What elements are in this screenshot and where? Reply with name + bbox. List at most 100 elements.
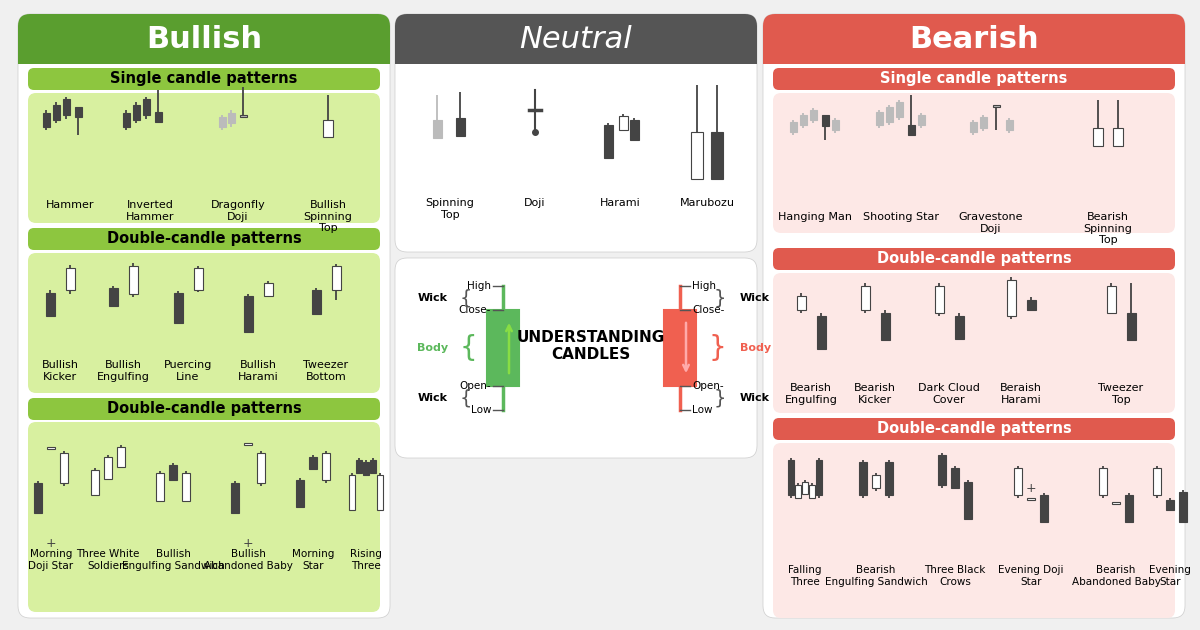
FancyBboxPatch shape (773, 418, 1175, 440)
Bar (322, 453, 330, 480)
Bar (1166, 500, 1174, 510)
Bar (797, 296, 805, 310)
Bar (816, 316, 826, 349)
Bar (230, 483, 239, 513)
Bar (630, 120, 638, 140)
Text: Three White
Soldiers: Three White Soldiers (77, 549, 139, 571)
Text: Hanging Man: Hanging Man (778, 212, 852, 222)
Bar (1127, 313, 1135, 340)
Bar (859, 462, 866, 495)
Bar (691, 132, 703, 179)
Bar (349, 475, 355, 510)
Bar (331, 266, 341, 290)
Bar (182, 473, 190, 501)
Bar (104, 457, 112, 479)
Text: Double-candle patterns: Double-candle patterns (107, 401, 301, 416)
Text: Double-candle patterns: Double-candle patterns (877, 421, 1072, 437)
Bar (395, 39, 757, 64)
FancyBboxPatch shape (773, 93, 1175, 233)
Text: Gravestone
Doji: Gravestone Doji (959, 212, 1024, 234)
Text: Bullish
Spinning
Top: Bullish Spinning Top (304, 200, 353, 233)
Bar (799, 115, 806, 125)
FancyBboxPatch shape (28, 398, 380, 420)
Bar (954, 316, 964, 339)
Text: Neutral: Neutral (520, 25, 632, 55)
Bar (370, 460, 376, 473)
Bar (1153, 468, 1162, 495)
Text: {: { (460, 389, 473, 408)
Text: {: { (460, 334, 478, 362)
Bar (938, 455, 946, 485)
Bar (34, 483, 42, 513)
FancyBboxPatch shape (28, 253, 380, 393)
Bar (66, 268, 74, 290)
Bar (860, 286, 870, 310)
Bar (1114, 128, 1123, 146)
Bar (456, 118, 464, 136)
Text: Bearish: Bearish (910, 25, 1039, 55)
Bar (169, 465, 178, 480)
Bar (964, 482, 972, 519)
Bar (240, 115, 246, 117)
Bar (18, 39, 390, 64)
Bar (356, 460, 362, 473)
Bar (796, 485, 802, 498)
Bar (1126, 495, 1133, 522)
FancyBboxPatch shape (18, 14, 390, 618)
Bar (62, 99, 70, 115)
Text: Double-candle patterns: Double-candle patterns (107, 231, 301, 246)
Bar (881, 313, 889, 340)
Bar (788, 460, 794, 495)
Bar (935, 286, 943, 313)
Bar (244, 296, 252, 332)
Bar (832, 120, 839, 130)
Bar (487, 310, 520, 386)
Text: Dark Cloud
Cover: Dark Cloud Cover (918, 383, 980, 404)
Bar (46, 293, 54, 316)
Bar (364, 462, 370, 475)
Bar (156, 473, 164, 501)
Text: Bearish
Spinning
Top: Bearish Spinning Top (1084, 212, 1133, 245)
Bar (763, 39, 1186, 64)
Text: Bearish
Kicker: Bearish Kicker (854, 383, 896, 404)
Bar (310, 457, 317, 469)
Text: Bullish
Abandoned Baby: Bullish Abandoned Baby (204, 549, 293, 571)
Bar (1093, 128, 1103, 146)
Text: Wick: Wick (740, 293, 770, 303)
Bar (132, 105, 139, 120)
Text: Marubozu: Marubozu (679, 198, 734, 208)
Text: Body: Body (740, 343, 772, 353)
Bar (1040, 495, 1048, 522)
Bar (244, 443, 252, 445)
Text: Shooting Star: Shooting Star (863, 212, 940, 222)
FancyBboxPatch shape (395, 258, 757, 458)
Bar (264, 283, 272, 296)
Text: High: High (467, 281, 491, 291)
Text: Bullish
Kicker: Bullish Kicker (42, 360, 78, 382)
Bar (155, 112, 162, 122)
Text: Evening
Star: Evening Star (1150, 565, 1190, 587)
Text: Bearish
Engulfing Sandwich: Bearish Engulfing Sandwich (824, 565, 928, 587)
Bar (174, 293, 182, 323)
Bar (323, 120, 334, 137)
Text: Double-candle patterns: Double-candle patterns (877, 251, 1072, 266)
Text: Inverted
Hammer: Inverted Hammer (126, 200, 174, 222)
FancyBboxPatch shape (763, 14, 1186, 618)
Text: Rising
Three: Rising Three (350, 549, 382, 571)
Bar (1112, 502, 1120, 503)
Bar (895, 102, 902, 117)
Bar (664, 310, 696, 386)
Text: Harami: Harami (600, 198, 641, 208)
Bar (1106, 286, 1116, 313)
Bar (1099, 468, 1108, 495)
Text: High: High (692, 281, 716, 291)
Bar (979, 117, 986, 128)
Bar (1026, 300, 1036, 310)
FancyBboxPatch shape (18, 14, 390, 64)
Text: Morning
Doji Star: Morning Doji Star (29, 549, 73, 571)
Text: +: + (1026, 481, 1037, 495)
Text: Hammer: Hammer (46, 200, 95, 210)
Text: Beraish
Harami: Beraish Harami (1000, 383, 1042, 404)
Bar (53, 105, 60, 120)
Bar (91, 470, 98, 495)
